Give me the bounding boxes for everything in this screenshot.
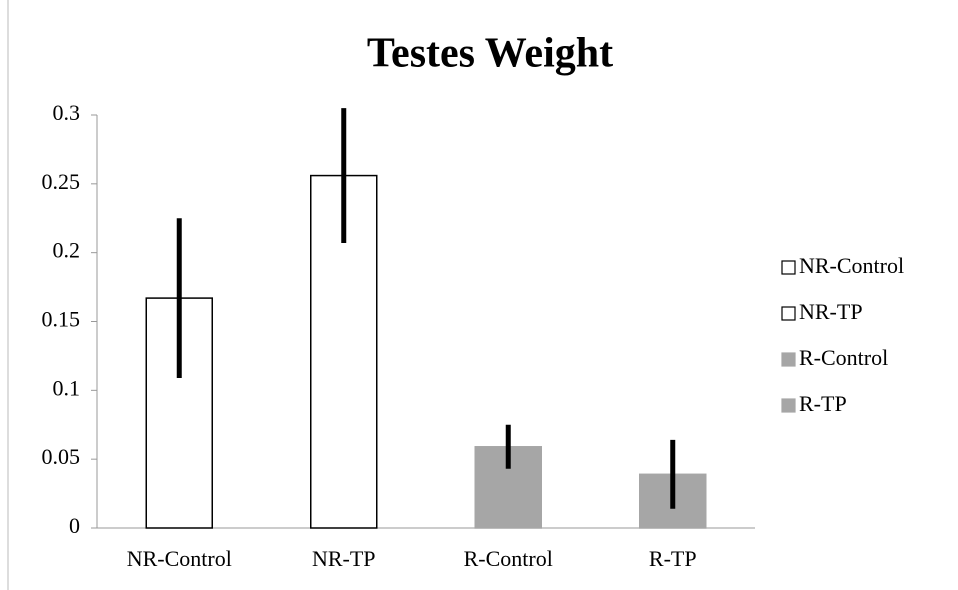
legend-label: R-TP <box>799 391 847 416</box>
chart-title: Testes Weight <box>367 31 613 77</box>
legend-swatch <box>781 306 796 321</box>
legend-label: NR-Control <box>799 253 904 278</box>
y-tick-label: 0.1 <box>53 375 81 400</box>
legend-swatch <box>781 398 796 413</box>
legend-swatch <box>781 352 796 367</box>
x-tick-label: R-Control <box>464 546 553 571</box>
y-tick-label: 0 <box>69 513 80 538</box>
x-tick-label: NR-Control <box>127 546 232 571</box>
y-tick-label: 0.15 <box>42 307 81 332</box>
legend-label: NR-TP <box>799 299 863 324</box>
y-tick-label: 0.05 <box>42 444 81 469</box>
y-tick-label: 0.25 <box>42 169 81 194</box>
legend-swatch <box>781 260 796 275</box>
y-tick-label: 0.3 <box>53 100 81 125</box>
x-tick-label: NR-TP <box>312 546 376 571</box>
legend-label: R-Control <box>799 345 888 370</box>
x-tick-label: R-TP <box>649 546 697 571</box>
y-tick-label: 0.2 <box>53 238 81 263</box>
